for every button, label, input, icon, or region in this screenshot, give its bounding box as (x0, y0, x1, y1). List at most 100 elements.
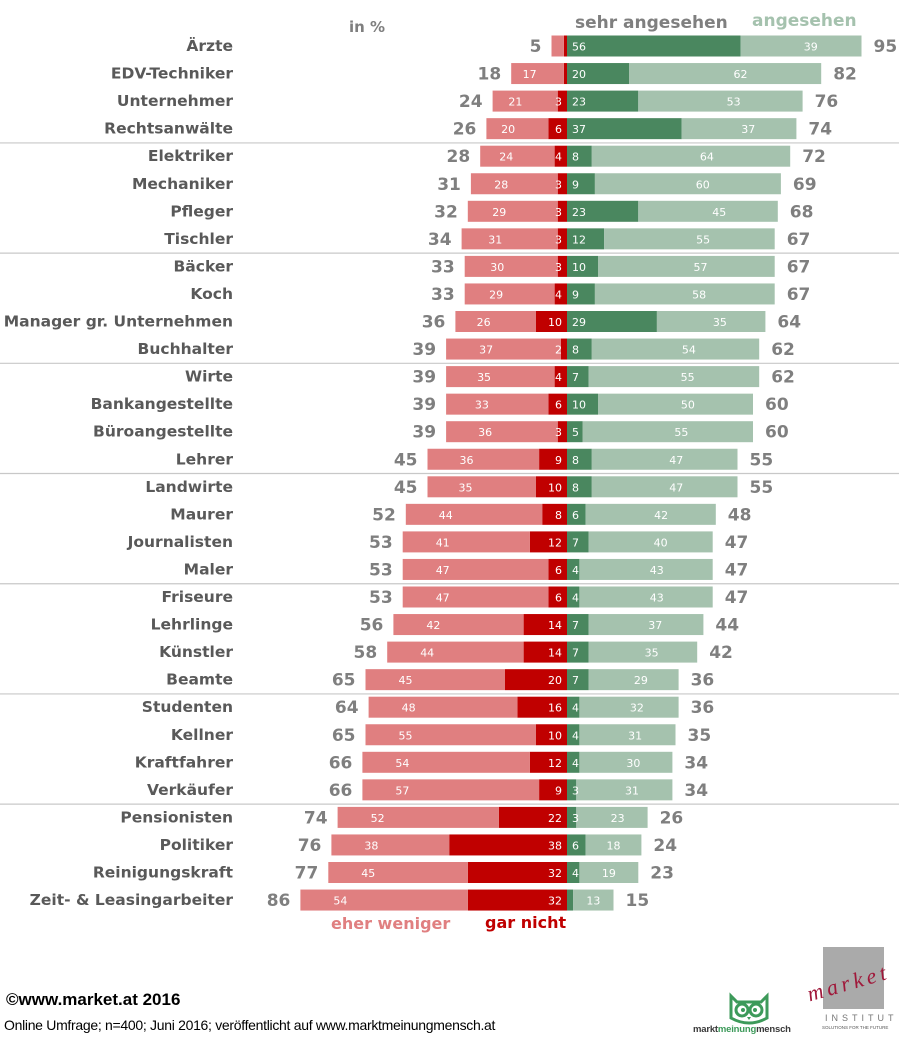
bar-gar-nicht (523, 614, 567, 636)
bar-gar-nicht (554, 145, 567, 167)
label-eher-weniger: 37 (479, 344, 493, 357)
category-label: Pfleger (170, 202, 233, 220)
total-positive: 76 (815, 92, 839, 112)
label-gar-nicht: 16 (548, 702, 562, 715)
label-sehr-angesehen: 7 (572, 674, 579, 687)
logo-mmm-part2: meinung (717, 1024, 757, 1035)
label-eher-weniger: 54 (395, 757, 409, 770)
bar-eher-weniger (331, 834, 450, 856)
bar-gar-nicht (548, 558, 567, 580)
total-positive: 67 (787, 257, 811, 277)
bar-eher-weniger (464, 283, 555, 305)
bar-angesehen (638, 200, 778, 222)
bar-eher-weniger (470, 173, 558, 195)
label-sehr-angesehen: 10 (572, 399, 586, 412)
bar-eher-weniger (368, 696, 518, 718)
label-sehr-angesehen: 7 (572, 536, 579, 549)
total-positive: 67 (787, 285, 811, 305)
bar-sehr-angesehen (567, 338, 592, 360)
label-sehr-angesehen: 7 (572, 647, 579, 660)
label-angesehen: 35 (713, 316, 727, 329)
label-gar-nicht: 3 (555, 233, 562, 246)
label-gar-nicht: 3 (555, 426, 562, 439)
label-eher-weniger: 24 (499, 151, 513, 164)
total-negative: 24 (459, 92, 483, 112)
bar-angesehen (594, 173, 781, 195)
bar-angesehen (576, 806, 648, 828)
category-label: Bankangestellte (91, 395, 233, 413)
bar-angesehen (576, 779, 673, 801)
total-positive: 68 (790, 202, 814, 222)
total-negative: 33 (431, 257, 455, 277)
label-angesehen: 45 (712, 206, 726, 219)
bar-sehr-angesehen (567, 558, 580, 580)
label-gar-nicht: 10 (548, 729, 562, 742)
label-sehr-angesehen: 8 (572, 344, 579, 357)
category-label: Lehrlinge (151, 616, 233, 634)
total-negative: 36 (422, 313, 446, 333)
label-angesehen: 57 (693, 261, 707, 274)
category-label: Ärzte (186, 36, 233, 55)
label-gar-nicht: 6 (555, 399, 562, 412)
bar-eher-weniger (402, 531, 530, 553)
logo-market-institut-text: INSTITUT (825, 1013, 898, 1023)
total-negative: 39 (412, 340, 436, 360)
total-positive: 60 (765, 395, 789, 415)
total-positive: 95 (874, 37, 898, 57)
bar-eher-weniger (455, 311, 536, 332)
label-gar-nicht: 9 (555, 784, 562, 797)
total-negative: 86 (267, 891, 291, 911)
total-positive: 35 (688, 726, 712, 746)
label-gar-nicht: 3 (555, 261, 562, 274)
bar-eher-weniger (362, 779, 540, 801)
label-gar-nicht: 8 (555, 509, 562, 522)
total-negative: 66 (329, 753, 353, 773)
label-eher-weniger: 38 (364, 839, 378, 852)
bar-angesehen (579, 724, 676, 746)
total-negative: 56 (360, 616, 384, 636)
bar-angesehen (604, 228, 775, 250)
category-label: Bäcker (173, 257, 233, 275)
bar-sehr-angesehen (567, 255, 598, 277)
bar-eher-weniger (486, 118, 549, 140)
category-label: EDV-Techniker (111, 65, 233, 83)
total-positive: 55 (750, 478, 774, 498)
category-label: Manager gr. Unternehmen (4, 313, 233, 331)
bar-eher-weniger (427, 476, 536, 498)
category-label: Wirte (185, 368, 233, 386)
bar-sehr-angesehen (567, 806, 577, 828)
total-positive: 47 (725, 533, 749, 553)
label-eher-weniger: 20 (501, 123, 515, 136)
total-negative: 64 (335, 698, 359, 718)
total-positive: 47 (725, 588, 749, 608)
label-sehr-angesehen: 23 (572, 96, 586, 109)
category-label: Mechaniker (132, 175, 233, 193)
total-negative: 74 (304, 808, 328, 828)
bar-angesehen (585, 503, 716, 525)
total-negative: 28 (447, 147, 471, 167)
bar-angesehen (591, 448, 738, 470)
label-angesehen: 53 (727, 96, 741, 109)
bar-eher-weniger (387, 641, 524, 663)
bar-eher-weniger (461, 228, 558, 250)
label-eher-weniger: 48 (402, 702, 416, 715)
bar-sehr-angesehen (567, 63, 629, 85)
bar-angesehen (588, 669, 679, 691)
bar-sehr-angesehen (567, 35, 741, 57)
bar-angesehen (573, 889, 614, 911)
label-angesehen: 13 (586, 895, 600, 908)
bar-eher-weniger (480, 145, 555, 167)
label-sehr-angesehen: 4 (572, 564, 579, 577)
bar-gar-nicht (560, 338, 567, 360)
label-sehr-angesehen: 5 (572, 426, 579, 439)
bar-eher-weniger (365, 669, 505, 691)
total-positive: 62 (771, 368, 795, 388)
label-gar-nicht: 3 (555, 206, 562, 219)
label-sehr-angesehen: 37 (572, 123, 586, 136)
bar-gar-nicht (557, 90, 567, 112)
bar-gar-nicht (529, 751, 567, 773)
bar-angesehen (594, 283, 775, 305)
total-negative: 39 (412, 395, 436, 415)
total-positive: 34 (684, 753, 708, 773)
total-negative: 31 (437, 175, 461, 195)
